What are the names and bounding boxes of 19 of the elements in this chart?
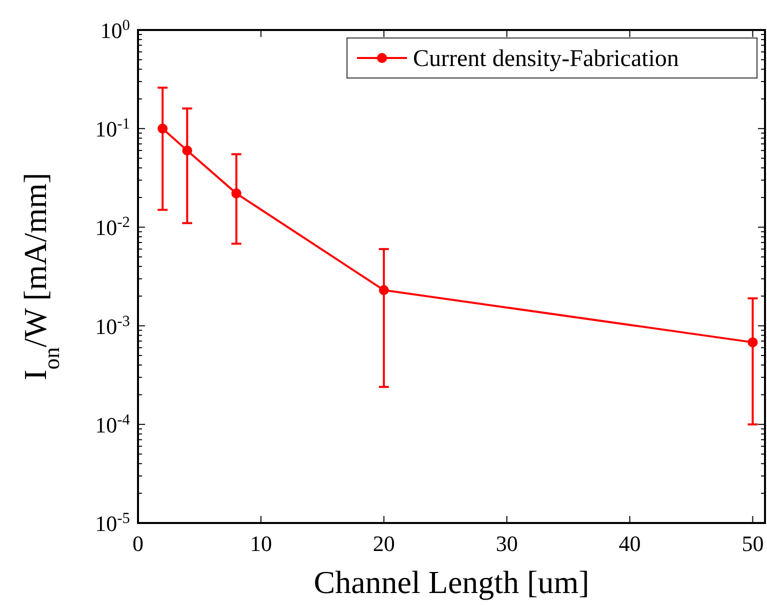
point — [182, 145, 192, 156]
y-tick-label: 10$^{-1}$ — [95, 115, 130, 142]
y-tick-label: 10$^{0}$ — [100, 16, 130, 43]
x-axis-title: Channel Length [um] — [314, 564, 590, 600]
point — [231, 188, 242, 198]
x-tick-label: 20 — [372, 531, 395, 556]
x-tick-label: 40 — [618, 531, 641, 556]
point — [378, 285, 389, 296]
x-tick-label: 0 — [132, 531, 144, 556]
x-tick-label: 10 — [250, 531, 272, 556]
y-tick-label: 10$^{-4}$ — [95, 410, 130, 438]
legend-label: Current density-Fabrication — [413, 46, 679, 72]
point — [748, 337, 758, 348]
y-tick-label: 10$^{-2}$ — [95, 214, 130, 240]
y-tick-label: 10$^{-3}$ — [95, 312, 130, 339]
x-tick-label: 30 — [496, 531, 518, 556]
x-tick-label: 50 — [742, 531, 764, 556]
point — [158, 124, 168, 134]
y-tick-label: 10$^{-5}$ — [95, 510, 130, 536]
